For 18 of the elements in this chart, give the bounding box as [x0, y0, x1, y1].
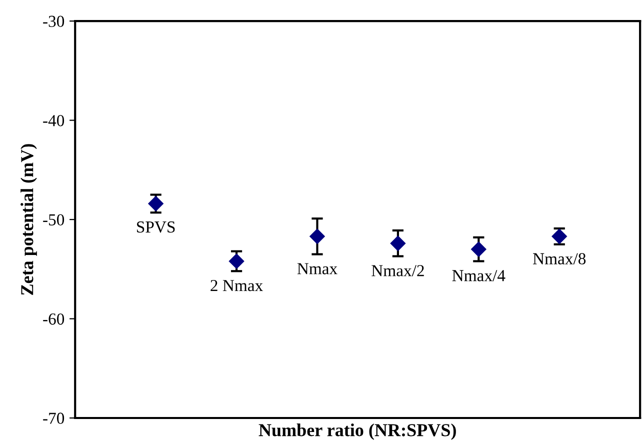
- point: [471, 242, 486, 257]
- x-axis-title: Number ratio (NR:SPVS): [258, 424, 456, 440]
- y-tick-label: -50: [43, 214, 64, 226]
- x-tick-label: Nmax/8: [532, 253, 586, 264]
- y-axis-title: Zeta potential (mV): [20, 144, 37, 295]
- y-tick-label: -40: [43, 114, 64, 126]
- y-tick-label: -60: [43, 313, 64, 325]
- point: [310, 228, 325, 244]
- point: [390, 236, 406, 251]
- x-tick-label: 2 Nmax: [210, 280, 263, 292]
- x-tick-label: SPVS: [137, 221, 175, 233]
- x-tick-label: Nmax: [297, 263, 338, 274]
- x-tick-label: Nmax/4: [452, 270, 506, 282]
- y-tick-label: -30: [43, 16, 64, 28]
- point: [148, 196, 164, 212]
- y-tick-label: -70: [43, 412, 64, 424]
- point: [228, 254, 244, 269]
- x-tick-label: Nmax/2: [372, 265, 424, 276]
